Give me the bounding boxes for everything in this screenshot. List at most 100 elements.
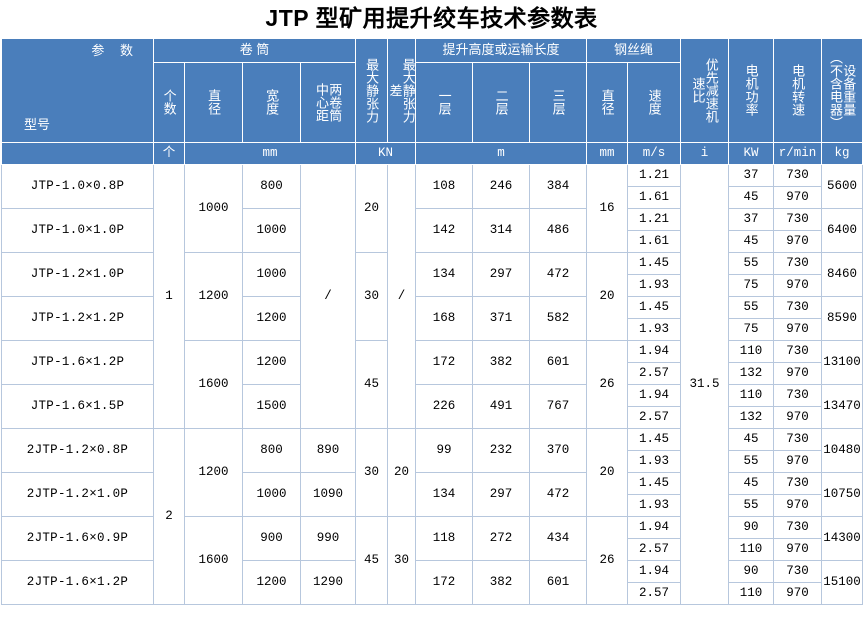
header-weight-label-a: 设备重量 [841,64,857,117]
cell-max-static-tension: 45 [355,339,388,429]
header-group-drum: 卷 筒 [153,37,356,63]
cell-drum-width: 1000 [242,207,301,253]
table-row: 1.61 45 970 [2,185,863,209]
cell-layer1: 226 [415,383,473,429]
cell-motor-speed: 970 [773,317,823,341]
cell-center-distance: 1290 [300,559,356,605]
table-row: JTP-1.6×1.2P 1600 1200 45 172 382 601 26 1.94 110… [1,339,863,429]
cell-layer1: 134 [415,251,473,297]
header-weight-label-b: （不含电器） [828,51,844,130]
cell-equipment-weight: 8460 [821,251,863,297]
header-units-row: 个 mm KN m mm m/s i KW r/min kg [1,141,863,165]
cell-max-tension-diff: 20 [387,427,416,517]
cell-motor-speed: 970 [773,581,823,605]
header-group-height: 提升高度或运输长度 [414,37,588,63]
cell-center-distance: 990 [300,515,356,561]
cell-layer1: 99 [415,427,473,473]
table-row: JTP-1.2×1.2P 1200 168 371 582 1.45 55 730 8590 [1,295,863,341]
cell-equipment-weight: 8590 [821,295,863,341]
cell-drum-diameter: 1600 [184,515,243,605]
unit-count: 个 [153,141,185,165]
cell-layer2: 297 [472,471,530,517]
header-reducer-label-b: 速比 [690,77,706,104]
cell-motor-power: 110 [728,339,775,363]
unit-rpm: r/min [773,141,823,165]
cell-motor-power: 132 [728,405,775,429]
cell-motor-power: 45 [728,229,775,253]
cell-motor-speed: 970 [773,273,823,297]
unit-height-m: m [414,141,588,165]
unit-weight: kg [821,141,863,165]
cell-layer3: 370 [528,427,588,473]
cell-rope-speed: 1.21 [627,163,682,187]
header-corner-cell: 参 数 型号 [1,37,154,143]
cell-rope-speed: 2.57 [627,405,682,429]
cell-layer2: 314 [472,207,530,253]
cell-center-distance: 890 [300,427,356,473]
cell-motor-speed: 970 [773,185,823,209]
cell-drum-diameter: 1000 [184,163,243,253]
header-motor-power: 电机功率 [728,37,775,143]
cell-center-distance: 1090 [300,471,356,517]
cell-max-tension-diff: / [387,163,416,429]
cell-rope-speed: 1.94 [627,383,682,407]
cell-layer3: 601 [528,559,588,605]
header-layer3: 三层 [528,61,588,143]
cell-motor-speed: 730 [773,295,823,319]
cell-rope-diameter: 26 [586,515,629,605]
cell-drum-diameter: 1200 [184,251,243,341]
header-group-rope: 钢丝绳 [586,37,682,63]
cell-drum-width: 1200 [242,339,301,385]
header-motor-speed-label: 电机转速 [790,64,806,117]
header-drum-diameter-label: 直径 [206,89,222,116]
cell-drum-width: 900 [242,515,301,561]
cell-drum-count: 1 [153,163,185,429]
cell-rope-speed: 1.93 [627,493,682,517]
cell-layer2: 382 [472,559,530,605]
cell-layer3: 486 [528,207,588,253]
cell-model: 2JTP-1.2×1.0P [1,471,154,517]
cell-layer1: 134 [415,471,473,517]
cell-layer2: 382 [472,339,530,385]
cell-motor-power: 55 [728,449,775,473]
cell-drum-width: 800 [242,427,301,473]
cell-layer3: 601 [528,339,588,385]
cell-layer2: 297 [472,251,530,297]
cell-max-static-tension: 20 [355,163,388,253]
corner-param-label: 参 数 [91,42,139,58]
cell-rope-speed: 1.94 [627,559,682,583]
cell-motor-speed: 730 [773,163,823,187]
table-row: JTP-1.0×1.0P 1000 142 314 486 1.21 37 730 6400 [1,207,863,253]
cell-rope-diameter: 20 [586,251,629,341]
cell-layer3: 582 [528,295,588,341]
header-layer1-label: 一层 [436,89,452,116]
unit-model [1,141,154,165]
header-rope-diameter-label: 直径 [599,89,615,116]
cell-motor-speed: 730 [773,515,823,539]
cell-motor-power: 132 [728,361,775,385]
header-rope-diameter: 直径 [586,61,629,143]
table-row: 2.57 132 970 [2,361,863,385]
cell-motor-speed: 970 [773,405,823,429]
header-drum-width-label: 宽度 [264,89,280,116]
header-rope-speed: 速度 [627,61,682,143]
cell-motor-power: 45 [728,471,775,495]
cell-rope-speed: 1.94 [627,339,682,363]
cell-max-static-tension: 30 [355,427,388,517]
cell-motor-power: 45 [728,427,775,451]
cell-layer1: 142 [415,207,473,253]
table-header: 参 数 型号 卷 筒 最大静张力 最大静张力 差 提升高度或运输长度 钢丝绳 [1,37,863,165]
cell-rope-diameter: 16 [586,163,629,253]
unit-rope-mm: mm [586,141,629,165]
cell-model: 2JTP-1.2×0.8P [1,427,154,473]
table-row: 2JTP-1.6×1.2P 1200 1290 172 382 601 1.94 90 730 1… [1,559,863,605]
cell-motor-power: 90 [728,559,775,583]
cell-model: JTP-1.2×1.2P [1,295,154,341]
cell-motor-speed: 730 [773,471,823,495]
cell-rope-speed: 1.93 [627,317,682,341]
header-layer3-label: 三层 [550,89,566,116]
unit-ratio: i [680,141,730,165]
corner-model-label: 型号 [24,116,51,132]
cell-rope-speed: 2.57 [627,361,682,385]
